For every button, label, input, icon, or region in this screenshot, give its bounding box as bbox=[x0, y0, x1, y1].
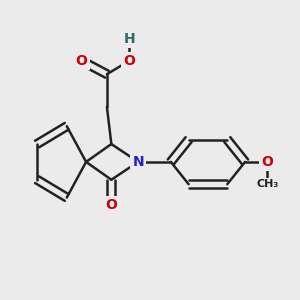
Text: H: H bbox=[123, 32, 135, 46]
Text: N: N bbox=[132, 155, 144, 169]
Text: O: O bbox=[76, 54, 88, 68]
Text: O: O bbox=[262, 155, 273, 169]
Text: O: O bbox=[105, 198, 117, 212]
Text: CH₃: CH₃ bbox=[256, 179, 278, 189]
Text: O: O bbox=[123, 54, 135, 68]
